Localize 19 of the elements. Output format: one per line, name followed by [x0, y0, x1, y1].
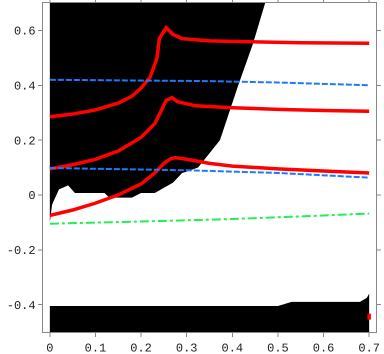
line-series [48, 167, 370, 179]
line-series [48, 96, 371, 171]
y-tick-label: 0 [28, 189, 36, 204]
x-tick-label: 0.1 [84, 341, 106, 354]
x-tick-label: 0.3 [176, 341, 198, 354]
x-tick-label: 0.4 [222, 341, 244, 354]
x-tick-label: 0.5 [267, 341, 289, 354]
y-tick-label: -0.4 [6, 298, 36, 313]
x-tick-label: 0.7 [358, 341, 380, 354]
line-series [48, 156, 371, 218]
y-tick-label: 0.2 [14, 134, 36, 148]
x-tick-label: 0.6 [312, 341, 334, 354]
y-tick-label: 0.4 [14, 79, 36, 94]
x-tick-label: 0.2 [130, 341, 152, 354]
y-tick-label: 0.6 [14, 24, 36, 39]
line-series [48, 212, 370, 225]
line-series [48, 26, 371, 119]
y-tick-label: -0.2 [6, 244, 36, 258]
x-tick-label: 0 [46, 341, 54, 354]
